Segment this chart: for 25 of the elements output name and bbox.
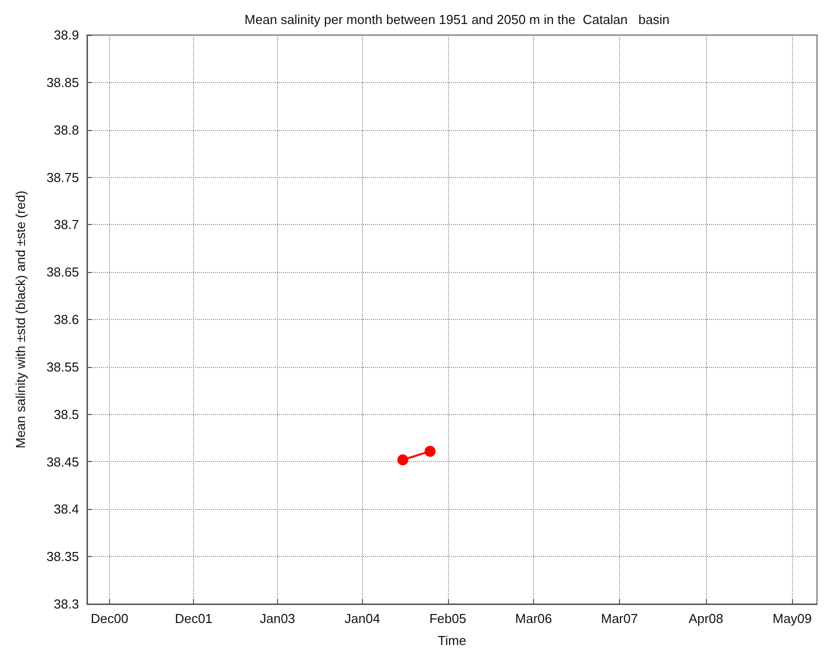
y-tick-label: 38.35 (46, 549, 79, 564)
y-tick-label: 38.45 (46, 454, 79, 470)
y-tick-label: 38.9 (54, 28, 79, 42)
y-tick-label: 38.55 (46, 359, 79, 374)
y-tick-label: 38.85 (46, 74, 79, 90)
x-tick-label: Jan04 (344, 611, 380, 626)
x-tick-label: Jan03 (260, 611, 296, 626)
x-tick-label: May09 (772, 611, 812, 626)
y-tick-label: 38.8 (54, 122, 79, 138)
y-tick-label: 38.7 (54, 217, 79, 232)
x-tick-label: Mar07 (600, 611, 638, 626)
x-tick-label: Dec01 (174, 611, 212, 626)
y-tick-label: 38.5 (54, 406, 79, 422)
x-tick-label: Mar06 (515, 611, 552, 626)
x-tick-label: Apr08 (688, 611, 724, 626)
x-tick-label: Feb05 (429, 611, 466, 626)
x-axis-title: Time (438, 633, 466, 648)
y-tick-label: 38.75 (46, 170, 79, 185)
y-axis-title: Mean salinity with ±std (black) and ±ste (red) (13, 190, 28, 448)
x-tick-label: Dec00 (90, 611, 128, 626)
y-tick-label: 38.3 (54, 596, 79, 612)
y-tick-label: 38.6 (54, 312, 79, 327)
y-tick-label: 38.65 (46, 264, 79, 280)
chart-title: Mean salinity per month between 1951 and 2050 m in the Catalan basin (244, 12, 670, 27)
y-tick-label: 38.4 (54, 502, 79, 517)
